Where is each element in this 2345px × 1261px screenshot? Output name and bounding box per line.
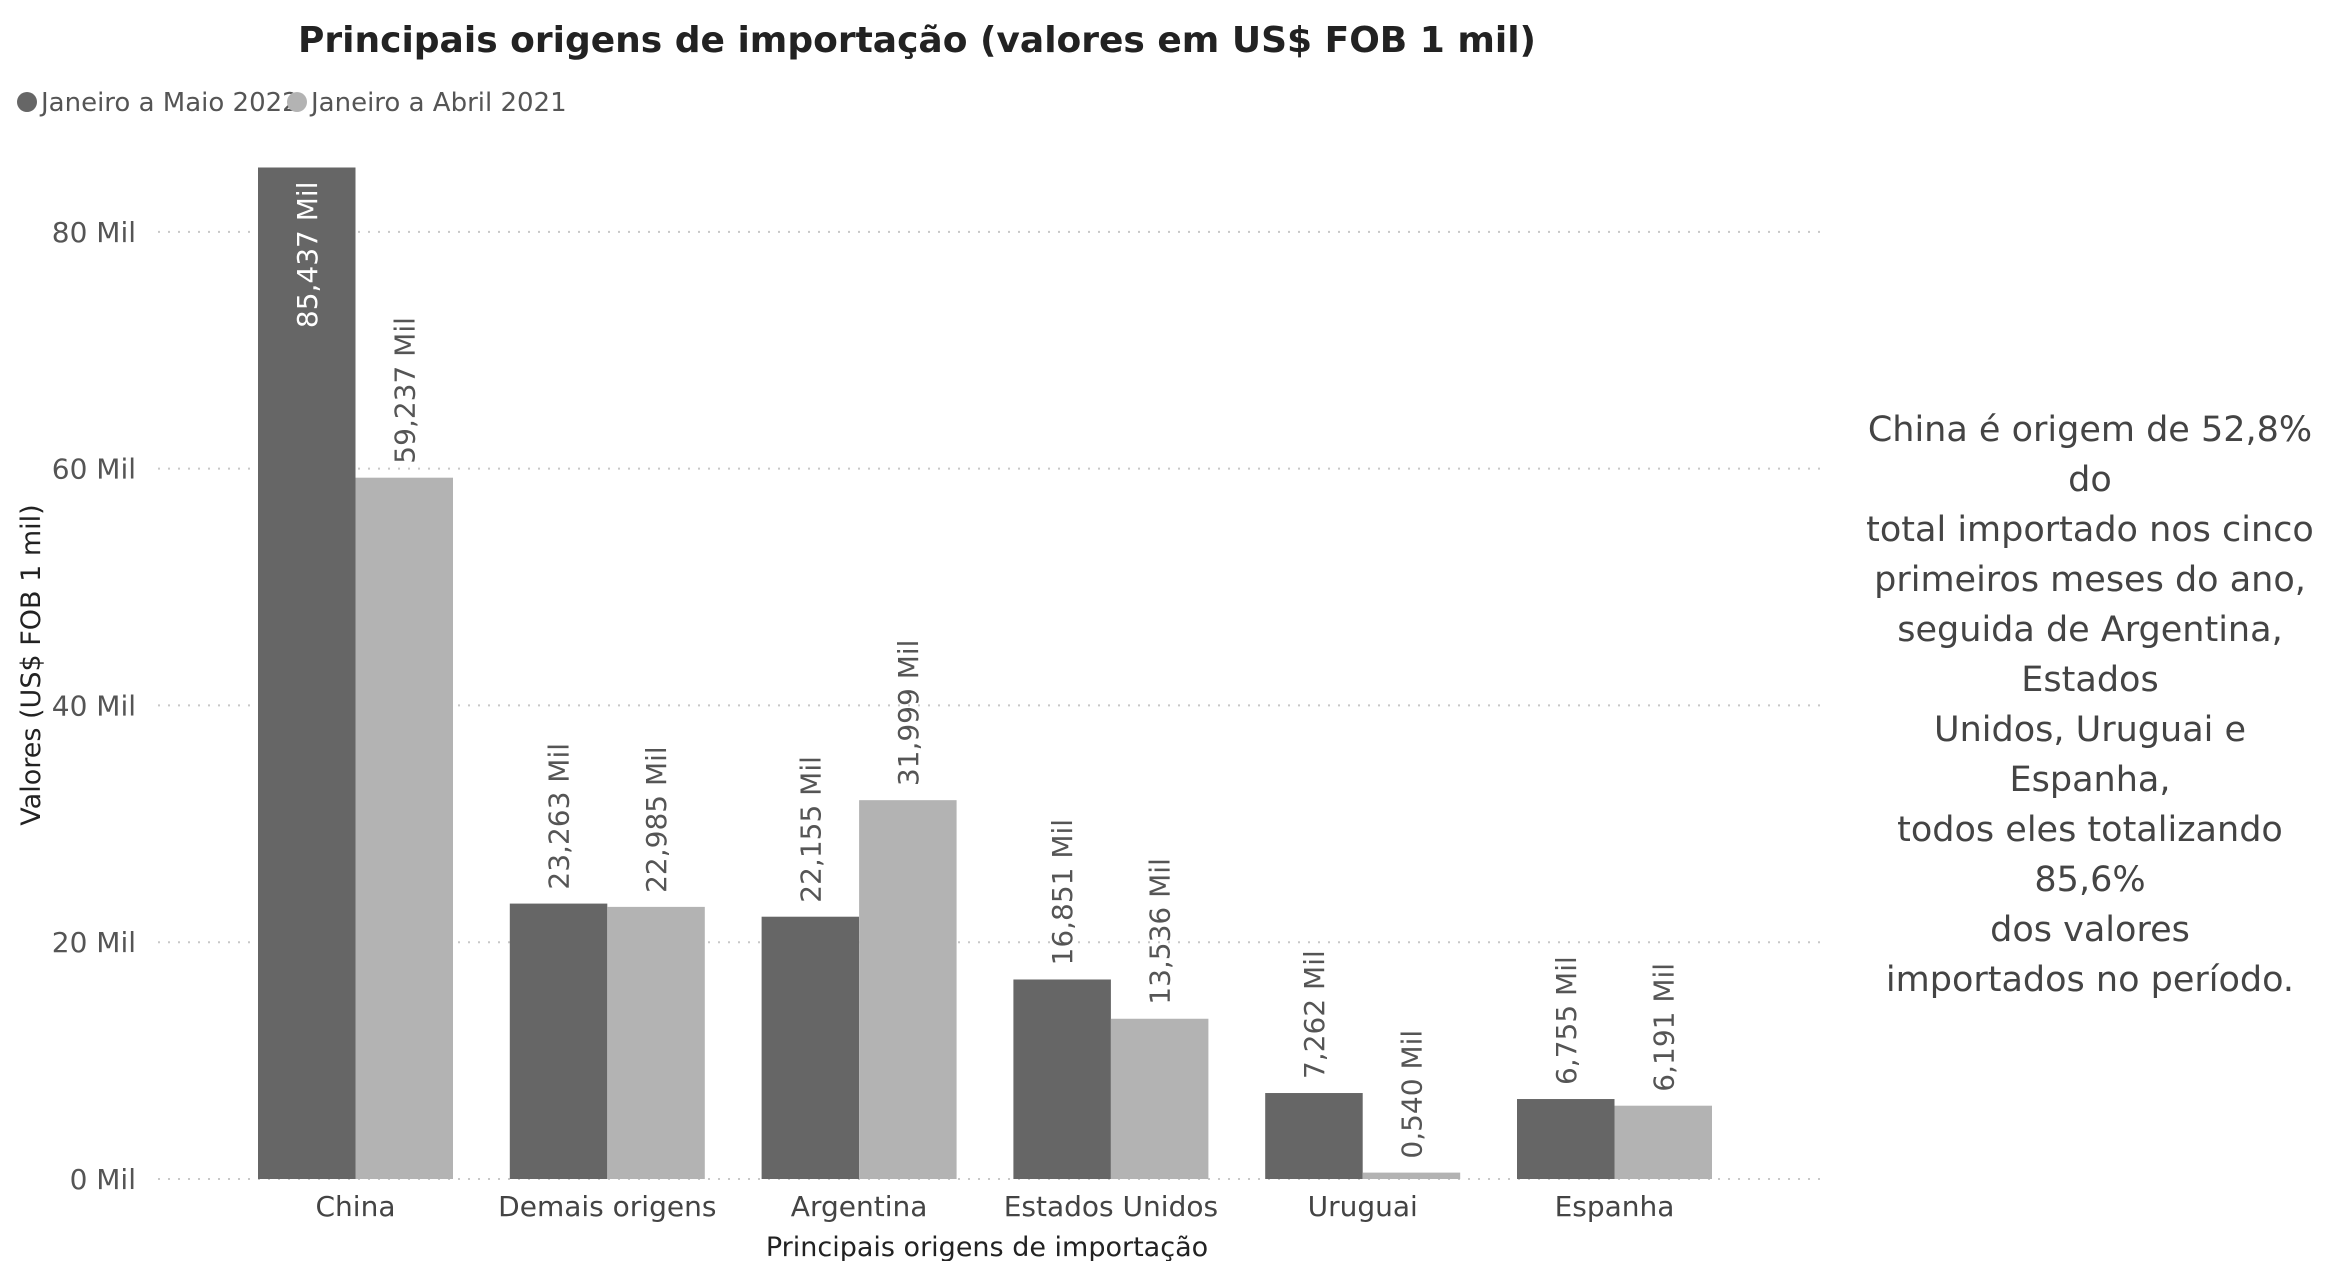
chart-title: Principais origens de importação (valore… [298,20,1536,61]
bar-series-1 [1013,979,1111,1179]
x-axis-categories: China Demais origens Argentina Estados Unid… [316,1190,1675,1223]
data-label: 6,755 Mil [1550,956,1583,1085]
data-labels: 85,437 Mil 59,237 Mil 23,263 Mil 22,985 Mil… [291,182,1681,1159]
legend-marker-series-1 [17,92,37,112]
bar-series-2 [607,906,705,1179]
data-label: 85,437 Mil [291,182,324,329]
bar-series-1 [258,167,356,1179]
annotation-line: Unidos, Uruguai e Espanha, [1933,710,2247,800]
x-category-label: Estados Unidos [1004,1190,1218,1223]
bar-series-2 [1362,1172,1461,1179]
x-category-label: Argentina [791,1190,928,1223]
bars [258,167,1712,1180]
bar-series-2 [1110,1018,1209,1179]
x-axis-title: Principais origens de importação [766,1232,1208,1261]
data-label: 31,999 Mil [892,640,925,787]
bar-series-2 [355,477,453,1180]
bar-series-1 [761,916,860,1179]
data-label: 7,262 Mil [1298,950,1331,1079]
annotation-line: seguida de Argentina, Estados [1897,610,2283,700]
data-label: 59,237 Mil [388,317,421,464]
legend: Janeiro a Maio 2022 Janeiro a Abril 2021 [17,88,567,118]
y-axis-title: Valores (US$ FOB 1 mil) [16,504,47,825]
annotation-line: dos valores [1990,910,2190,950]
y-tick-label: 0 Mil [70,1163,136,1196]
annotation-line: China é origem de 52,8% do [1867,410,2313,500]
x-category-label: Demais origens [498,1190,716,1223]
x-category-label: China [316,1190,396,1223]
annotation-line: importados no período. [1885,960,2295,1000]
data-label: 6,191 Mil [1647,963,1680,1092]
annotation-text: China é origem de 52,8% do total importa… [1855,405,2325,1005]
bar-series-1 [1517,1099,1615,1179]
legend-label-series-2: Janeiro a Abril 2021 [309,88,567,118]
x-category-label: Uruguai [1308,1190,1418,1223]
bar-series-2 [1614,1105,1712,1179]
bar-series-2 [859,800,957,1179]
data-label: 22,985 Mil [640,746,673,893]
y-tick-label: 20 Mil [52,926,136,959]
legend-label-series-1: Janeiro a Maio 2022 [39,88,299,118]
x-category-label: Espanha [1555,1190,1675,1223]
data-label: 0,540 Mil [1395,1030,1428,1159]
annotation-line: primeiros meses do ano, [1874,560,2306,600]
annotation-line: total importado nos cinco [1866,510,2314,550]
bar-series-1 [1265,1093,1363,1179]
data-label: 13,536 Mil [1144,858,1177,1005]
data-label: 23,263 Mil [543,743,576,890]
gridlines [158,230,1820,1180]
bar-series-1 [509,903,608,1179]
y-axis-ticks: 0 Mil 20 Mil 40 Mil 60 Mil 80 Mil [52,216,136,1196]
y-tick-label: 60 Mil [52,453,136,486]
data-label: 16,851 Mil [1046,819,1079,966]
annotation-line: todos eles totalizando 85,6% [1897,810,2283,900]
y-tick-label: 40 Mil [52,689,136,722]
legend-marker-series-2 [287,92,307,112]
data-label: 22,155 Mil [794,756,827,903]
y-tick-label: 80 Mil [52,216,136,249]
